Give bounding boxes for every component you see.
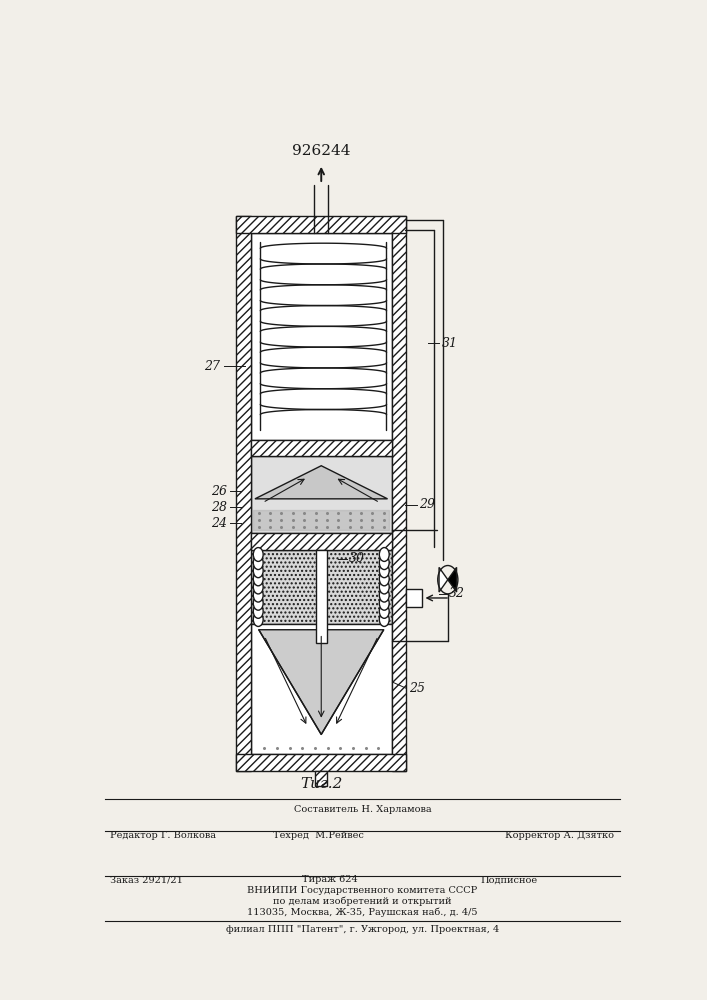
Circle shape [253, 572, 263, 586]
Bar [236, 216, 250, 771]
Text: 29: 29 [419, 498, 435, 512]
Text: Техред  М.Рейвес: Техред М.Рейвес [273, 831, 364, 840]
Circle shape [380, 588, 389, 602]
Text: 28: 28 [211, 501, 227, 514]
Bar [250, 533, 392, 550]
Text: по делам изобретений и открытий: по делам изобретений и открытий [273, 897, 452, 906]
Text: Заказ 2921/21: Заказ 2921/21 [110, 875, 183, 884]
Circle shape [380, 596, 389, 610]
Circle shape [253, 548, 263, 561]
Text: Составитель Н. Харламова: Составитель Н. Харламова [293, 805, 431, 814]
Text: 24: 24 [211, 517, 227, 530]
Circle shape [253, 596, 263, 610]
Bar [250, 233, 392, 754]
Circle shape [380, 572, 389, 586]
Text: 32: 32 [448, 587, 464, 600]
Circle shape [253, 613, 263, 626]
Bar [392, 216, 407, 771]
Bar [407, 589, 421, 607]
Polygon shape [448, 567, 457, 592]
Circle shape [380, 604, 389, 618]
Text: 27: 27 [204, 360, 220, 373]
Circle shape [380, 548, 389, 561]
Polygon shape [439, 567, 448, 592]
Bar [250, 440, 392, 456]
Text: 926244: 926244 [292, 144, 351, 158]
Circle shape [253, 564, 263, 578]
Circle shape [380, 564, 389, 578]
Text: Τиг.2: Τиг.2 [300, 777, 342, 791]
Text: ВНИИПИ Государственного комитета СССР: ВНИИПИ Государственного комитета СССР [247, 886, 477, 895]
Bar [315, 771, 327, 786]
Text: филиал ППП "Патент", г. Ужгород, ул. Проектная, 4: филиал ППП "Патент", г. Ужгород, ул. Про… [226, 925, 499, 934]
Bar [236, 216, 407, 233]
Text: 113035, Москва, Ж-35, Раушская наб., д. 4/5: 113035, Москва, Ж-35, Раушская наб., д. … [247, 908, 478, 917]
Circle shape [380, 580, 389, 594]
Circle shape [253, 604, 263, 618]
Text: 25: 25 [409, 682, 425, 695]
Text: 31: 31 [442, 337, 458, 350]
Text: Редактор Г. Волкова: Редактор Г. Волкова [110, 831, 216, 840]
Bar [250, 624, 392, 754]
Circle shape [380, 613, 389, 626]
Text: Тираж 624: Тираж 624 [302, 875, 357, 884]
Circle shape [380, 556, 389, 570]
Text: Подписное: Подписное [481, 875, 538, 884]
Bar [250, 456, 392, 533]
Text: Корректор А. Дзятко: Корректор А. Дзятко [506, 831, 614, 840]
Bar [250, 550, 392, 624]
Circle shape [253, 580, 263, 594]
Polygon shape [255, 466, 387, 499]
Bar [236, 754, 407, 771]
Circle shape [253, 556, 263, 570]
Bar [250, 233, 392, 440]
Text: 26: 26 [211, 485, 227, 498]
Circle shape [253, 588, 263, 602]
Text: 30: 30 [349, 552, 365, 565]
Polygon shape [259, 630, 384, 734]
Bar [316, 550, 327, 643]
